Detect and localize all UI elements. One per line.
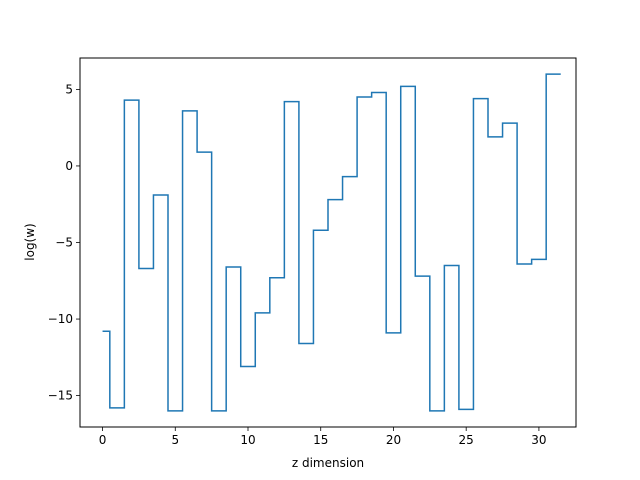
x-tick-label: 10 bbox=[240, 433, 255, 447]
x-tick-label: 30 bbox=[531, 433, 546, 447]
y-tick-label: −10 bbox=[48, 312, 73, 326]
x-tick-label: 25 bbox=[459, 433, 474, 447]
x-tick-label: 5 bbox=[171, 433, 179, 447]
x-tick-label: 20 bbox=[386, 433, 401, 447]
y-tick-label: −15 bbox=[48, 389, 73, 403]
y-tick-label: −5 bbox=[55, 236, 73, 250]
plot-area bbox=[102, 73, 561, 412]
y-axis: −15 −10 −5 0 5 bbox=[48, 82, 80, 403]
y-tick-label: 5 bbox=[65, 82, 73, 96]
x-axis-title: z dimension bbox=[292, 456, 364, 470]
y-tick-label: 0 bbox=[65, 159, 73, 173]
x-tick-label: 15 bbox=[313, 433, 328, 447]
y-axis-title: log(w) bbox=[23, 223, 37, 260]
x-tick-label: 0 bbox=[99, 433, 107, 447]
series-line-0 bbox=[102, 73, 561, 412]
x-axis: 0 5 10 15 20 25 30 bbox=[99, 427, 547, 447]
